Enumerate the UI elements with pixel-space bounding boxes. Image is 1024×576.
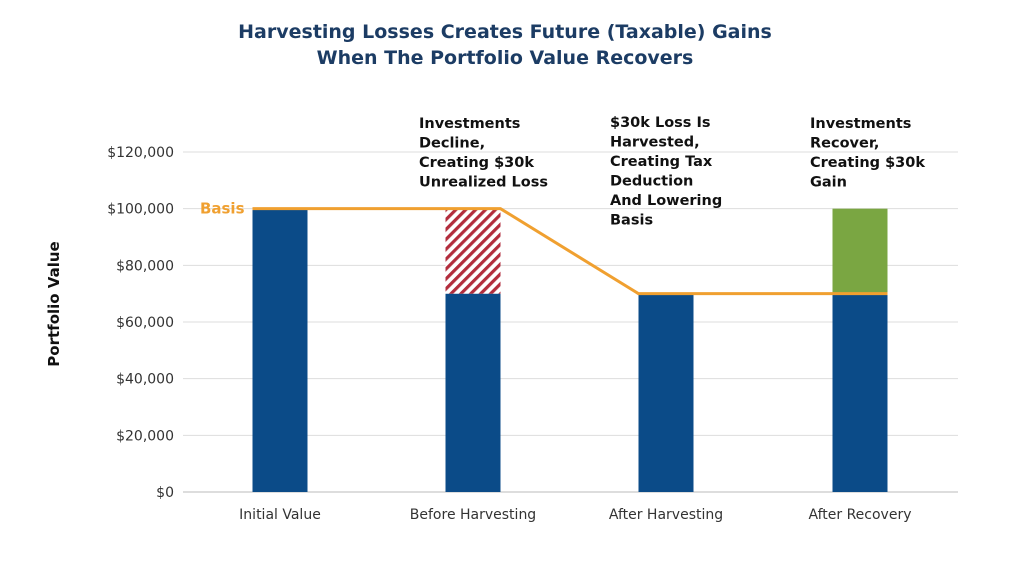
y-tick-label: $80,000 — [116, 258, 174, 274]
annotation-line: Deduction — [610, 174, 693, 190]
annotation-line: Investments — [810, 116, 911, 132]
annotation-3: Investments Recover, Creating $30k Gain — [810, 116, 925, 191]
label-layer: $0 $20,000 $40,000 $60,000 $80,000 $100,000 $1… — [107, 115, 925, 523]
x-tick-label: After Harvesting — [609, 507, 723, 523]
annotation-line: Harvested, — [610, 135, 700, 151]
y-tick-label: $120,000 — [107, 145, 174, 161]
annotation-line: Creating $30k — [810, 155, 925, 171]
annotation-line: Creating Tax — [610, 154, 713, 170]
y-tick-label: $60,000 — [116, 315, 174, 331]
bar-unrealized-loss — [445, 208, 501, 294]
x-tick-label: Before Harvesting — [410, 507, 536, 523]
basis-line-layer — [252, 207, 888, 296]
x-tick-label: After Recovery — [809, 507, 912, 523]
annotation-line: Unrealized Loss — [419, 175, 548, 191]
bar-base — [445, 293, 501, 492]
chart-title-line-2: When The Portfolio Value Recovers — [317, 47, 694, 69]
chart-title-line-1: Harvesting Losses Creates Future (Taxabl… — [238, 21, 772, 43]
bar-gain — [832, 208, 888, 294]
annotation-line: Gain — [810, 175, 847, 191]
annotation-1: Investments Decline, Creating $30k Unrealiz… — [419, 116, 548, 191]
y-tick-label: $100,000 — [107, 202, 174, 218]
annotation-line: $30k Loss Is — [610, 115, 711, 131]
y-tick-label: $40,000 — [116, 372, 174, 388]
y-tick-label: $0 — [156, 485, 174, 501]
annotation-2: $30k Loss Is Harvested, Creating Tax Deduct… — [610, 115, 722, 229]
basis-line — [252, 207, 888, 296]
x-tick-label: Initial Value — [239, 507, 321, 523]
y-tick-label: $20,000 — [116, 428, 174, 444]
annotation-line: Basis — [610, 213, 653, 229]
basis-label: Basis — [200, 200, 245, 218]
bar-layer — [252, 208, 888, 492]
y-axis-label: Portfolio Value — [45, 241, 63, 366]
bar-base — [832, 293, 888, 492]
annotation-line: Investments — [419, 116, 520, 132]
annotation-line: Recover, — [810, 136, 879, 152]
annotation-line: Decline, — [419, 136, 485, 152]
annotation-line: And Lowering — [610, 193, 722, 209]
bar-base — [252, 208, 308, 492]
annotation-line: Creating $30k — [419, 155, 534, 171]
bar-base — [638, 293, 694, 492]
